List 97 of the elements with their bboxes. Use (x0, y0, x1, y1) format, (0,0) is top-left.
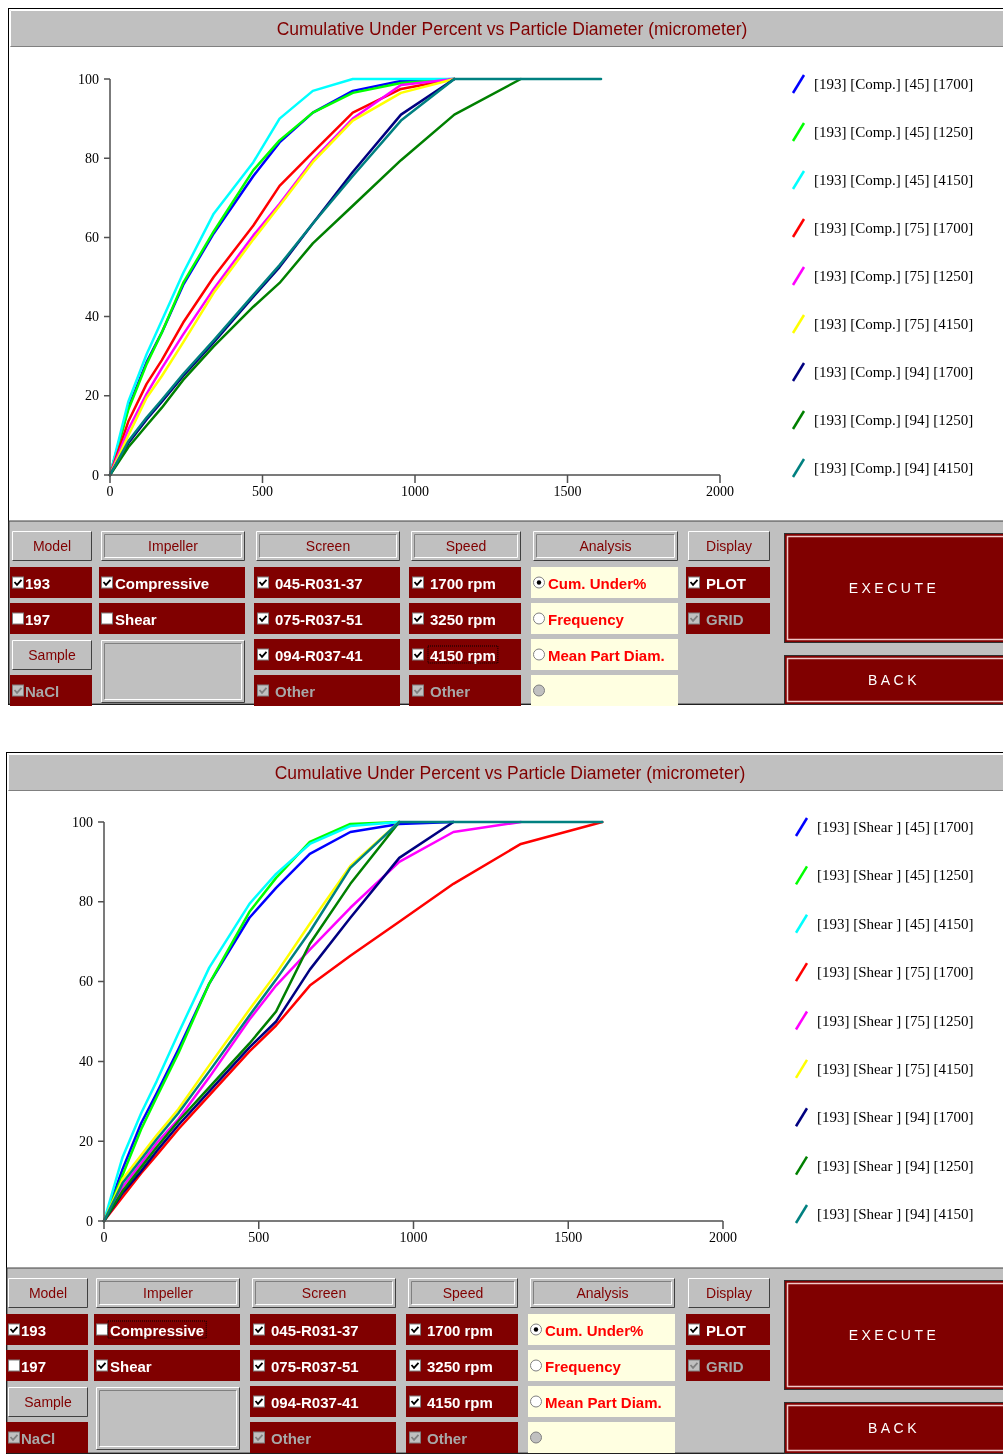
y-tick-label: 100 (72, 814, 93, 830)
legend-label: [193] [Comp.] [45] [4150] (814, 172, 974, 188)
header-button: Screen (256, 531, 400, 561)
button: BACK (784, 655, 1003, 705)
header-button: Sample (8, 1387, 88, 1417)
checkbox-option: 4150 rpm (406, 1386, 518, 1417)
checkbox-option: 197 (10, 603, 92, 634)
legend-label: [193] [Comp.] [75] [1700] (814, 220, 974, 236)
legend-label: [193] [Shear ] [94] [1250] (817, 1157, 974, 1174)
checkbox-option: 4150 rpm (409, 639, 521, 670)
checkbox-option: Other (254, 675, 400, 706)
legend-label: [193] [Comp.] [94] [4150] (814, 460, 974, 476)
checkbox-option: 094-R037-41 (250, 1386, 396, 1417)
checkbox-option: 193 (10, 567, 92, 598)
header-button: Analysis (530, 1278, 675, 1308)
checkbox-option: NaCl (6, 1422, 88, 1453)
checkbox-option: 3250 rpm (409, 603, 521, 634)
checkbox-option: GRID (686, 1350, 770, 1381)
header-button: Analysis (533, 531, 678, 561)
header-button: Impeller (96, 1278, 240, 1308)
checkbox-option: Other (250, 1422, 396, 1453)
header-button: Speed (411, 531, 521, 561)
checkbox-option: NaCl (10, 675, 92, 706)
radio-option: Cum. Under% (528, 1314, 675, 1345)
line-series (108, 77, 603, 477)
chart-title: Cumulative Under Percent vs Particle Diameter (micrometer) (276, 19, 748, 39)
radio-option: Frequency (531, 603, 678, 634)
line-series (102, 820, 604, 1223)
header-button: Model (8, 1278, 88, 1308)
header-button: Screen (252, 1278, 396, 1308)
y-tick-label: 80 (79, 894, 93, 910)
y-tick-label: 20 (85, 388, 99, 404)
y-tick-label: 20 (79, 1133, 93, 1149)
y-tick-label: 40 (79, 1053, 93, 1069)
checkbox-option: 1700 rpm (406, 1314, 518, 1345)
x-tick-label: 0 (106, 483, 114, 499)
checkbox-option: PLOT (686, 567, 770, 598)
radio-option: Frequency (528, 1350, 675, 1381)
header-button: Sample (12, 640, 92, 670)
checkbox-option: PLOT (686, 1314, 770, 1345)
radio-option: Mean Part Diam. (528, 1386, 675, 1417)
checkbox-option: 075-R037-51 (250, 1350, 396, 1381)
legend-label: [193] [Comp.] [94] [1700] (814, 364, 974, 380)
header-button: Impeller (101, 531, 245, 561)
y-tick-label: 80 (85, 150, 99, 166)
y-tick-label: 0 (92, 467, 99, 483)
radio-option: Cum. Under% (531, 567, 678, 598)
header-button: Display (688, 531, 770, 561)
x-tick-label: 1000 (401, 483, 429, 499)
legend-label: [193] [Comp.] [45] [1250] (814, 124, 974, 140)
header-button: Model (12, 531, 92, 561)
checkbox-option: 075-R037-51 (254, 603, 400, 634)
checkbox-option: 1700 rpm (409, 567, 521, 598)
button: EXECUTE (784, 533, 1003, 643)
checkbox-option: Shear (94, 1350, 240, 1381)
legend-label: [193] [Shear ] [45] [4150] (817, 915, 974, 932)
x-tick-label: 2000 (709, 1229, 737, 1245)
x-tick-label: 1500 (553, 483, 582, 499)
checkbox-option: 3250 rpm (406, 1350, 518, 1381)
checkbox-option: 045-R031-37 (254, 567, 400, 598)
x-tick-label: 2000 (706, 483, 734, 499)
checkbox-option: GRID (686, 603, 770, 634)
checkbox-option: Other (406, 1422, 518, 1453)
y-tick-label: 40 (85, 309, 99, 325)
checkbox-option: 045-R031-37 (250, 1314, 396, 1345)
button: BACK (784, 1402, 1003, 1454)
x-tick-label: 500 (252, 483, 273, 499)
y-tick-label: 60 (79, 974, 93, 990)
y-tick-label: 0 (86, 1213, 93, 1229)
legend-label: [193] [Comp.] [75] [4150] (814, 316, 974, 332)
checkbox-option: 193 (6, 1314, 88, 1345)
legend-label: [193] [Shear ] [94] [4150] (817, 1206, 974, 1222)
radio-option: Mean Part Diam. (531, 639, 678, 670)
checkbox-option: 197 (6, 1350, 88, 1381)
header-button: Speed (408, 1278, 518, 1308)
legend-label: [193] [Shear ] [94] [1700] (817, 1109, 974, 1126)
chart-title: Cumulative Under Percent vs Particle Diameter (micrometer) (274, 763, 746, 783)
legend-label: [193] [Shear ] [45] [1250] (817, 867, 974, 884)
checkbox-option: Compressive (94, 1314, 240, 1345)
legend-label: [193] [Comp.] [45] [1700] (814, 76, 974, 92)
y-tick-label: 100 (78, 71, 99, 87)
checkbox-option: Other (409, 675, 521, 706)
checkbox-option: Shear (99, 603, 245, 634)
legend-label: [193] [Comp.] [75] [1250] (814, 268, 974, 284)
legend-label: [193] [Shear ] [75] [1700] (817, 964, 974, 981)
legend-label: [193] [Comp.] [94] [1250] (814, 412, 974, 428)
legend-label: [193] [Shear ] [75] [1250] (817, 1012, 974, 1029)
x-tick-label: 1500 (554, 1229, 583, 1245)
header-button: Display (688, 1278, 770, 1308)
x-tick-label: 1000 (399, 1229, 428, 1245)
y-tick-label: 60 (85, 229, 99, 245)
checkbox-option: 094-R037-41 (254, 639, 400, 670)
legend-label: [193] [Shear ] [75] [4150] (817, 1060, 974, 1077)
x-tick-label: 500 (248, 1229, 270, 1245)
checkbox-option: Compressive (99, 567, 245, 598)
button: EXECUTE (784, 1280, 1003, 1390)
legend-label: [193] [Shear ] [45] [1700] (817, 819, 974, 835)
